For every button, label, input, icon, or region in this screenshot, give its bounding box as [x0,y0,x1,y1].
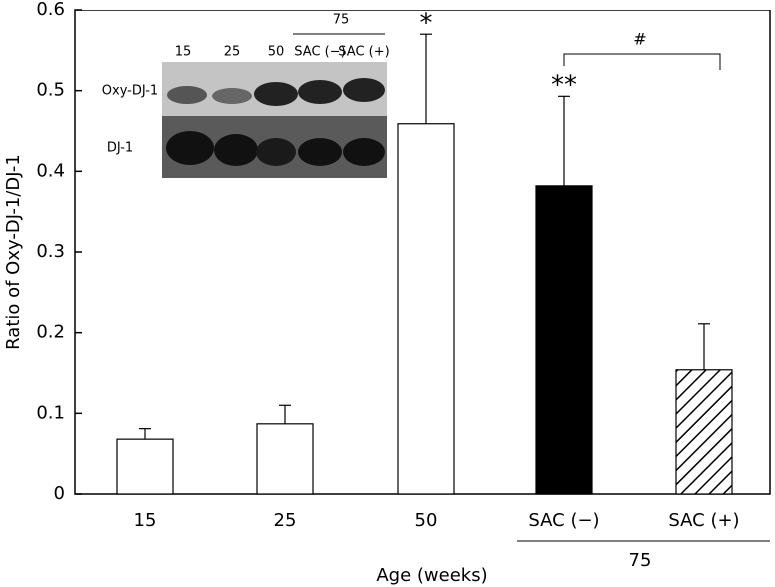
blot-band [343,78,385,102]
y-tick-label: 0.3 [36,241,65,262]
blot-band [167,86,207,104]
inset-lane-label: 15 [175,45,192,60]
bar [397,123,455,495]
x-tick-label: 15 [134,510,157,531]
inset-row-label: Oxy-DJ-1 [102,84,158,99]
inset-lane-label: SAC (+) [338,45,389,60]
bar [256,423,314,495]
inset-lane-group: 75 [333,13,350,28]
inset-lane-label: 25 [224,45,241,60]
group-label: 75 [629,550,652,571]
y-axis-label: Ratio of Oxy-DJ-1/DJ-1 [3,154,24,350]
blot-band [254,82,298,106]
x-axis-label: Age (weeks) [376,565,487,586]
significance-mark: # [633,30,646,49]
inset-lane-label: 50 [268,45,285,60]
blot-band [256,138,296,166]
bar [116,438,174,495]
x-tick-label: SAC (−) [528,510,599,531]
significance-mark: ** [551,71,577,101]
y-tick-label: 0.2 [36,322,65,343]
bar [675,369,733,495]
inset-row-label: DJ-1 [107,141,133,156]
y-tick-label: 0.4 [36,160,65,181]
y-tick-label: 0 [54,483,65,504]
blot-band [298,80,342,104]
x-tick-label: 50 [415,510,438,531]
blot-band [298,138,342,166]
x-tick-label: SAC (+) [668,510,739,531]
y-tick-label: 0.5 [36,80,65,101]
x-tick-label: 25 [274,510,297,531]
y-tick-label: 0.1 [36,402,65,423]
blot-band [343,138,385,166]
inset-blot [162,33,387,178]
significance-bracket [563,53,721,70]
blot-band [212,88,252,104]
inset-lane-label: SAC (−) [294,45,345,60]
y-tick-label: 0.6 [36,0,65,20]
bar [535,185,593,495]
significance-mark: * [420,9,433,39]
blot-band [166,131,214,165]
blot-band [214,134,258,166]
frame-top-cover [75,0,771,10]
